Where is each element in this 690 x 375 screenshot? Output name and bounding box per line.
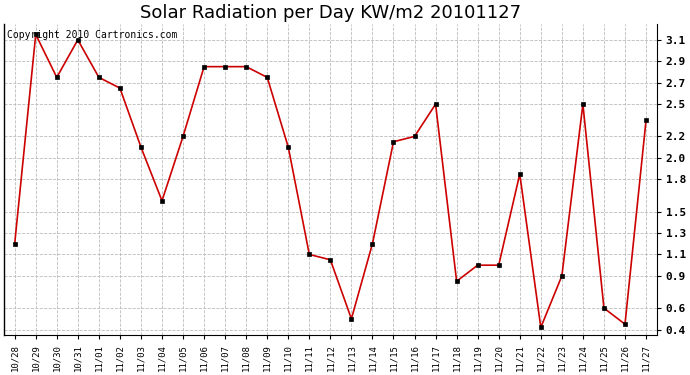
Text: Copyright 2010 Cartronics.com: Copyright 2010 Cartronics.com [8,30,178,40]
Title: Solar Radiation per Day KW/m2 20101127: Solar Radiation per Day KW/m2 20101127 [140,4,521,22]
